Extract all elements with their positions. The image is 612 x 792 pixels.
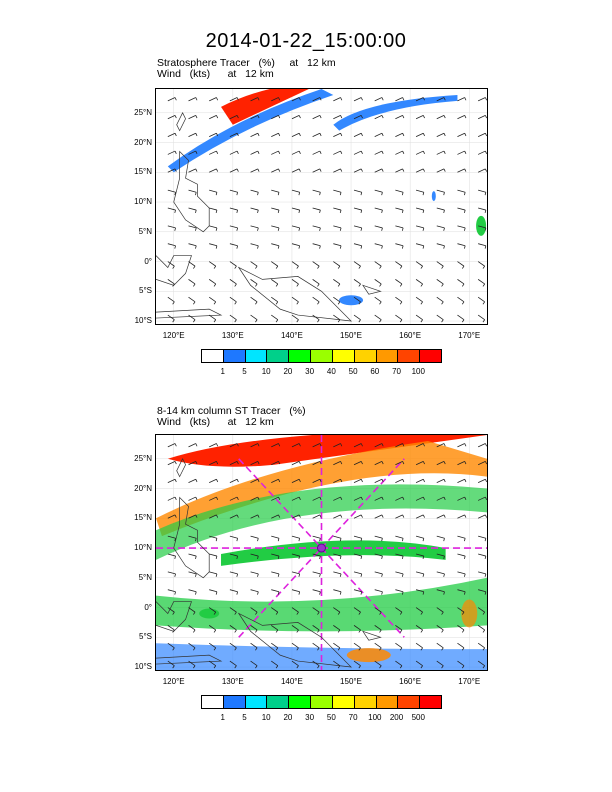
colorbar-label: 10 — [261, 367, 271, 376]
colorbar-label: 1 — [220, 713, 225, 722]
lat-tick-label: 10°S — [134, 316, 152, 326]
colorbar-label: 5 — [242, 367, 247, 376]
panel1-subtitle-wind: Wind (kts) at 12 km — [157, 68, 274, 80]
colorbar-label: 30 — [305, 713, 315, 722]
lon-tick-label: 150°E — [340, 677, 362, 686]
colorbar-swatch — [202, 696, 224, 708]
lon-tick-label: 120°E — [162, 331, 185, 340]
cross-section-center — [317, 543, 326, 553]
colorbar-label: 100 — [411, 367, 425, 376]
colorbar-swatch — [245, 350, 268, 362]
colorbar-swatch — [332, 696, 355, 708]
lon-tick-label: 160°E — [399, 677, 422, 686]
colorbar-swatch — [420, 350, 441, 362]
lat-tick-label: 5°S — [139, 632, 152, 642]
colorbar-swatch — [311, 350, 333, 362]
lat-tick-label: 5°N — [138, 572, 152, 582]
colorbar-swatch — [398, 350, 421, 362]
colorbar-label: 40 — [326, 367, 336, 376]
colorbar-swatch — [202, 350, 224, 362]
lon-tick-label: 130°E — [221, 331, 244, 340]
panel1-map-canvas — [156, 89, 487, 324]
lat-tick-label: 5°N — [138, 226, 152, 236]
panel2-map-canvas — [156, 435, 487, 670]
lon-tick-label: 170°E — [458, 677, 481, 686]
colorbar-swatch — [223, 350, 246, 362]
colorbar-swatch — [267, 350, 290, 362]
lat-tick-label: 25°N — [134, 107, 152, 117]
lat-tick-label: 10°N — [134, 543, 152, 553]
colorbar-swatch — [376, 696, 399, 708]
lat-tick-label: 10°N — [134, 197, 152, 207]
wind-barbs — [167, 443, 487, 669]
panel2-subtitle-wind: Wind (kts) at 12 km — [157, 416, 274, 428]
lon-tick-label: 130°E — [221, 677, 244, 686]
lat-tick-label: 0° — [144, 602, 152, 612]
colorbar-label: 70 — [392, 367, 401, 376]
colorbar-label: 100 — [368, 713, 382, 722]
panel1-subtitle-tracer: Stratosphere Tracer (%) at 12 km — [157, 57, 336, 69]
lon-tick-label: 140°E — [280, 677, 303, 686]
lon-tick-label: 120°E — [162, 677, 185, 686]
colorbar-label: 20 — [283, 713, 293, 722]
lat-tick-label: 20°N — [134, 137, 152, 147]
panel2-map — [155, 434, 488, 671]
colorbar-swatch — [245, 696, 268, 708]
lon-tick-label: 140°E — [280, 331, 303, 340]
colorbar-label: 500 — [411, 713, 425, 722]
coastlines — [156, 112, 382, 322]
colorbar-swatch — [354, 350, 377, 362]
lat-tick-label: 0° — [144, 256, 152, 266]
lat-tick-label: 25°N — [134, 453, 152, 463]
cross-section-lines — [156, 435, 487, 670]
colorbar-swatch — [223, 696, 246, 708]
panel2-subtitle-tracer: 8-14 km column ST Tracer (%) — [157, 405, 306, 417]
colorbar-swatch — [376, 350, 399, 362]
colorbar-swatch — [420, 696, 441, 708]
wind-barbs — [167, 97, 487, 323]
lat-tick-label: 20°N — [134, 483, 152, 493]
map-title: 2014-01-22_15:00:00 — [205, 30, 407, 52]
colorbar-label: 5 — [242, 713, 247, 722]
lon-tick-label: 170°E — [458, 331, 481, 340]
colorbar-label: 20 — [283, 367, 293, 376]
colorbar-swatch — [354, 696, 377, 708]
colorbar-label: 10 — [261, 713, 271, 722]
graticule — [156, 89, 487, 324]
lat-tick-label: 15°N — [134, 513, 152, 523]
colorbar-swatch — [289, 696, 312, 708]
colorbar-label: 50 — [326, 713, 336, 722]
colorbar-label: 60 — [370, 367, 380, 376]
colorbar-label: 70 — [348, 713, 358, 722]
colorbar-label: 1 — [220, 367, 225, 376]
colorbar-label: 30 — [305, 367, 315, 376]
colorbar-label: 200 — [389, 713, 404, 722]
tracer-shading — [167, 89, 487, 306]
lon-tick-label: 160°E — [399, 331, 422, 340]
lat-tick-label: 10°S — [134, 662, 152, 672]
colorbar-label: 50 — [348, 367, 358, 376]
panel1-colorbar — [201, 349, 442, 363]
colorbar-swatch — [289, 350, 312, 362]
colorbar-swatch — [267, 696, 290, 708]
colorbar-swatch — [398, 696, 421, 708]
lat-tick-label: 5°S — [139, 286, 152, 296]
colorbar-swatch — [311, 696, 333, 708]
lat-tick-label: 15°N — [134, 167, 152, 177]
colorbar-swatch — [332, 350, 355, 362]
lon-tick-label: 150°E — [340, 331, 362, 340]
panel2-colorbar — [201, 695, 442, 709]
panel1-map — [155, 88, 488, 325]
